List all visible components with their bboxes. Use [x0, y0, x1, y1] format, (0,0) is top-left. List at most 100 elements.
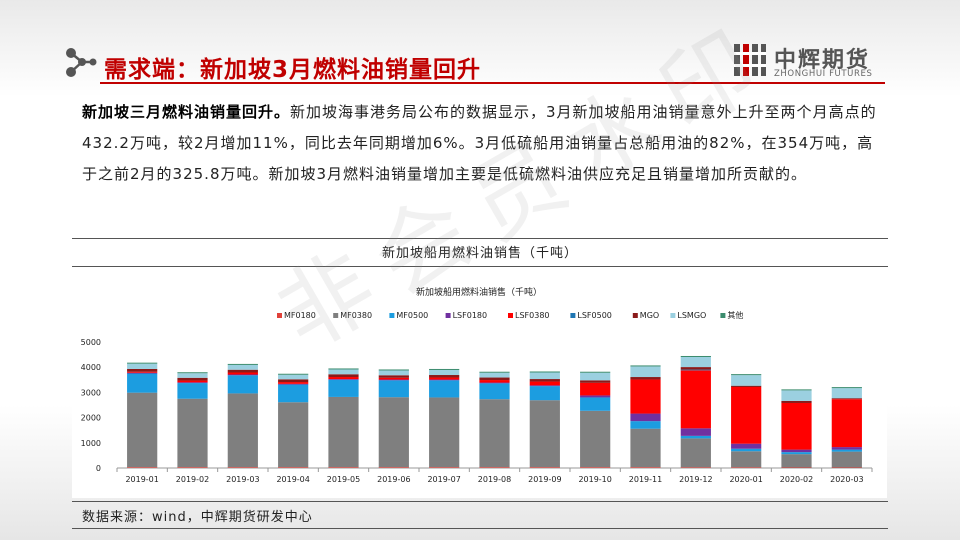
bar-segment-LSMGO-2019-04	[278, 374, 309, 380]
bar-segment-LSMGO-2019-06	[378, 370, 409, 376]
bar-segment-MGO-2019-07	[429, 375, 460, 378]
x-tick-label-11: 2019-12	[679, 475, 712, 484]
bar-segment-其他-2019-04	[278, 373, 309, 375]
bar-segment-MF0180-2020-01	[731, 467, 762, 468]
bar-segment-MGO-2019-12	[680, 367, 711, 370]
legend-label-3: LSF0180	[453, 311, 488, 320]
source-top-rule	[72, 501, 888, 502]
bar-segment-LSF0180-2019-05	[328, 379, 359, 380]
x-tick-label-10: 2019-11	[629, 475, 662, 484]
bar-segment-MF0500-2020-03	[831, 449, 862, 452]
legend-swatch-7	[670, 313, 676, 318]
bar-segment-MGO-2019-08	[479, 377, 510, 381]
bar-segment-MF0180-2019-05	[328, 467, 359, 468]
bar-segment-LSMGO-2019-01	[127, 363, 158, 369]
chart-title: 新加坡船用燃料油销售（千吨）	[416, 286, 542, 298]
bar-segment-LSF0180-2020-02	[781, 449, 812, 453]
chart-panel: 新加坡船用燃料油销售（千吨） MF0180 MF0380 MF0500 LSF0180 L…	[72, 274, 887, 498]
bar-segment-LSMGO-2019-03	[227, 364, 258, 370]
bar-segment-其他-2019-08	[479, 371, 510, 373]
legend-label-6: MGO	[640, 311, 659, 320]
bar-segment-LSF0380-2019-11	[630, 379, 661, 414]
source-bottom-rule	[72, 528, 888, 529]
bar-segment-MF0180-2019-02	[177, 467, 208, 468]
x-tick-label-2: 2019-03	[226, 475, 259, 484]
bar-segment-MGO-2019-11	[630, 377, 661, 380]
legend-label-0: MF0180	[284, 311, 316, 320]
bar-segment-MF0500-2019-07	[429, 380, 460, 398]
bar-segment-MF0180-2019-10	[580, 467, 611, 468]
bar-segment-MF0500-2020-02	[781, 452, 812, 455]
bar-segment-LSF0380-2020-03	[831, 399, 862, 448]
legend-label-2: MF0500	[396, 311, 428, 320]
bar-segment-其他-2019-09	[529, 371, 560, 373]
bar-segment-LSF0380-2019-10	[580, 382, 611, 396]
bar-segment-MF0380-2019-05	[328, 396, 359, 468]
bar-segment-MGO-2020-03	[831, 398, 862, 400]
legend-swatch-8	[720, 313, 726, 318]
bar-segment-MF0180-2019-07	[429, 467, 460, 468]
data-source: 数据来源：wind，中辉期货研发中心	[82, 510, 313, 525]
bar-segment-LSF0180-2019-06	[378, 379, 409, 381]
x-tick-label-12: 2020-01	[729, 475, 762, 484]
bar-segment-其他-2019-02	[177, 372, 208, 374]
bar-segment-LSMGO-2019-05	[328, 369, 359, 375]
legend-swatch-1	[333, 313, 339, 318]
y-tick-label-0: 0	[96, 464, 101, 473]
bar-segment-LSMGO-2020-01	[731, 375, 762, 386]
bar-segment-其他-2020-02	[781, 389, 812, 391]
bar-segment-MF0500-2019-01	[127, 373, 158, 393]
bar-segment-LSF0380-2019-05	[328, 377, 359, 380]
bar-segment-MF0500-2019-05	[328, 379, 359, 397]
title-underline	[100, 82, 885, 84]
x-tick-label-5: 2019-06	[377, 475, 410, 484]
bar-segment-MF0380-2020-02	[781, 454, 812, 468]
bar-segment-其他-2019-12	[680, 355, 711, 357]
bar-segment-LSF0180-2019-12	[680, 428, 711, 436]
legend-swatch-6	[632, 313, 638, 318]
legend-label-4: LSF0380	[515, 311, 550, 320]
bar-segment-MF0500-2019-11	[630, 421, 661, 429]
x-tick-label-9: 2019-10	[578, 475, 611, 484]
bar-segment-LSF0380-2019-07	[429, 377, 460, 380]
bar-segment-LSF0380-2019-03	[227, 372, 258, 375]
logo-text-en: ZHONGHUI FUTURES	[774, 69, 873, 79]
bar-segment-MGO-2020-02	[781, 400, 812, 403]
bar-segment-MF0500-2019-02	[177, 383, 208, 399]
bar-segment-MF0380-2019-07	[429, 397, 460, 468]
bar-segment-LSMGO-2019-08	[479, 372, 510, 378]
bar-segment-MF0180-2019-11	[630, 467, 661, 468]
legend-swatch-3	[445, 313, 451, 318]
bar-segment-LSF0380-2019-06	[378, 377, 409, 380]
summary-body: 新加坡海事港务局公布的数据显示，3月新加坡船用油销量意外上升至两个月高点的432…	[82, 103, 877, 183]
page-title: 需求端：新加坡3月燃料油销量回升	[104, 57, 482, 83]
x-tick-label-6: 2019-07	[427, 475, 460, 484]
y-tick-label-5: 5000	[81, 338, 101, 347]
bar-segment-MF0380-2019-06	[378, 397, 409, 468]
bar-segment-LSF0380-2020-02	[781, 402, 812, 450]
bar-segment-MF0500-2019-08	[479, 383, 510, 400]
bar-segment-LSF0180-2019-11	[630, 413, 661, 422]
bar-segment-MGO-2019-01	[127, 368, 158, 372]
bar-segment-其他-2019-07	[429, 368, 460, 370]
chart-caption: 新加坡船用燃料油销售（千吨）	[381, 246, 578, 261]
bar-segment-其他-2019-06	[378, 369, 409, 371]
legend-label-7: LSMGO	[677, 311, 706, 320]
summary-lead: 新加坡三月燃料油销量回升。	[82, 103, 291, 121]
bar-segment-LSF0180-2019-01	[127, 372, 158, 374]
bar-segment-MF0380-2019-08	[479, 399, 510, 468]
chart-caption-rule	[72, 266, 888, 267]
bar-segment-其他-2020-01	[731, 374, 762, 376]
bar-segment-LSF0380-2019-01	[127, 371, 158, 373]
bar-segment-MF0180-2019-03	[227, 467, 258, 468]
bar-segment-MF0500-2019-03	[227, 375, 258, 394]
bar-segment-LSF0180-2019-10	[580, 395, 611, 398]
bar-segment-MF0500-2019-09	[529, 386, 560, 401]
bar-segment-MF0380-2019-09	[529, 400, 560, 468]
bar-segment-LSMGO-2019-07	[429, 369, 460, 376]
fuel-sales-chart: 新加坡船用燃料油销售（千吨） MF0180 MF0380 MF0500 LSF0180 L…	[81, 286, 873, 484]
legend-label-1: MF0380	[340, 311, 372, 320]
bar-segment-LSF0180-2020-03	[831, 447, 862, 450]
legend-label-8: 其他	[727, 310, 743, 320]
bar-segment-MF0180-2019-09	[529, 467, 560, 468]
